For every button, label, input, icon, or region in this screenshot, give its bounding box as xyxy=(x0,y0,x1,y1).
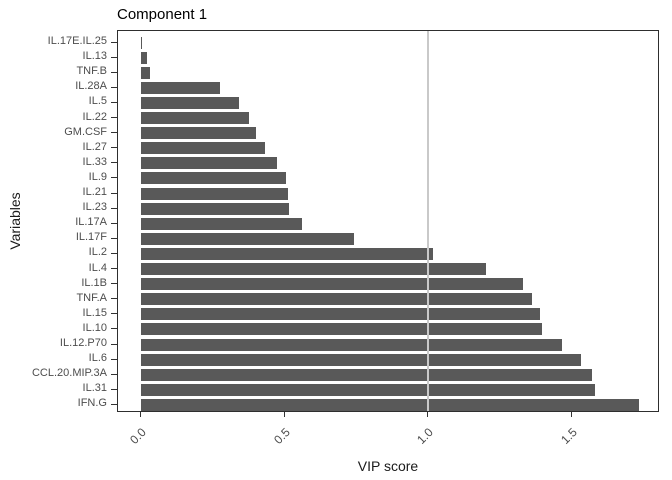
bar xyxy=(141,293,532,306)
y-tick-mark xyxy=(111,358,117,360)
y-tick-label: IL.12.P70 xyxy=(59,337,107,350)
x-axis-title: VIP score xyxy=(357,458,419,474)
chart-title: Component 1 xyxy=(117,6,208,23)
bar xyxy=(141,247,433,260)
x-tick-label: 1.0 xyxy=(414,425,437,447)
bar xyxy=(141,383,595,396)
bar xyxy=(141,323,542,336)
bar xyxy=(141,263,486,276)
bar xyxy=(141,112,249,125)
x-tick-mark xyxy=(140,412,141,417)
y-tick-mark xyxy=(111,328,117,330)
x-tick-mark xyxy=(427,412,429,417)
y-tick-label: IL.33 xyxy=(82,155,107,168)
y-tick-label: IL.17F xyxy=(75,231,107,244)
bar xyxy=(141,232,354,245)
plot-panel xyxy=(117,30,659,412)
bar xyxy=(141,202,289,215)
bar xyxy=(141,172,287,185)
bar xyxy=(141,368,593,381)
y-tick-label: IL.15 xyxy=(82,306,107,319)
y-tick-label: IL.22 xyxy=(82,110,107,123)
y-tick-mark xyxy=(111,162,117,164)
y-tick-mark xyxy=(111,268,117,270)
y-tick-label: IL.6 xyxy=(88,352,107,365)
reference-line xyxy=(427,31,430,411)
y-tick-label: IL.10 xyxy=(82,321,107,334)
y-tick-label: IL.4 xyxy=(88,261,107,274)
y-tick-mark xyxy=(111,101,117,103)
y-tick-mark xyxy=(111,403,117,405)
y-tick-label: IL.21 xyxy=(82,186,107,199)
y-tick-mark xyxy=(111,71,117,73)
bar xyxy=(141,66,150,79)
y-tick-mark xyxy=(111,147,117,149)
y-tick-label: IL.28A xyxy=(75,80,107,93)
bar xyxy=(141,36,143,49)
y-tick-label: TNF.B xyxy=(76,65,107,78)
y-tick-mark xyxy=(111,177,117,179)
y-tick-label: IFN.G xyxy=(77,397,107,410)
x-tick-mark xyxy=(570,412,572,417)
y-tick-mark xyxy=(111,222,117,224)
bar xyxy=(141,353,581,366)
y-tick-mark xyxy=(111,283,117,285)
bar xyxy=(141,157,278,170)
y-tick-mark xyxy=(111,41,117,43)
y-tick-mark xyxy=(111,132,117,134)
bar xyxy=(141,127,256,140)
y-tick-mark xyxy=(111,313,117,315)
bar xyxy=(141,96,239,109)
y-tick-mark xyxy=(111,207,117,209)
y-tick-label: IL.17A xyxy=(75,216,107,229)
y-tick-label: GM.CSF xyxy=(64,125,107,138)
y-tick-mark xyxy=(111,298,117,300)
x-tick-label: 0.0 xyxy=(127,425,149,447)
y-tick-mark xyxy=(111,56,117,58)
bar xyxy=(141,187,288,200)
y-tick-mark xyxy=(111,373,117,375)
y-tick-mark xyxy=(111,86,117,88)
bar xyxy=(141,142,265,155)
bar xyxy=(141,51,147,64)
y-tick-label: CCL.20.MIP.3A xyxy=(31,367,107,380)
y-tick-mark xyxy=(111,237,117,239)
bar xyxy=(141,398,640,411)
y-tick-label: IL.27 xyxy=(82,140,107,153)
x-tick-label: 0.5 xyxy=(270,425,293,447)
bar xyxy=(141,217,302,230)
y-tick-label: IL.31 xyxy=(82,382,107,395)
y-tick-label: IL.5 xyxy=(88,95,107,108)
y-tick-mark xyxy=(111,117,117,119)
bar xyxy=(141,81,220,94)
y-tick-mark xyxy=(111,343,117,345)
y-tick-mark xyxy=(111,192,117,194)
y-tick-label: IL.13 xyxy=(82,50,107,63)
x-tick-mark xyxy=(283,412,285,417)
y-tick-mark xyxy=(111,252,117,254)
y-tick-label: IL.2 xyxy=(88,246,107,259)
y-tick-mark xyxy=(111,388,117,390)
y-tick-label: IL.9 xyxy=(88,170,107,183)
y-tick-label: IL.17E.IL.25 xyxy=(47,35,107,48)
y-tick-label: TNF.A xyxy=(76,291,107,304)
bar xyxy=(141,308,541,321)
x-tick-label: 1.5 xyxy=(558,425,580,447)
y-tick-label: IL.1B xyxy=(81,276,107,289)
bar xyxy=(141,338,562,351)
bar xyxy=(141,278,524,291)
y-tick-label: IL.23 xyxy=(82,201,107,214)
